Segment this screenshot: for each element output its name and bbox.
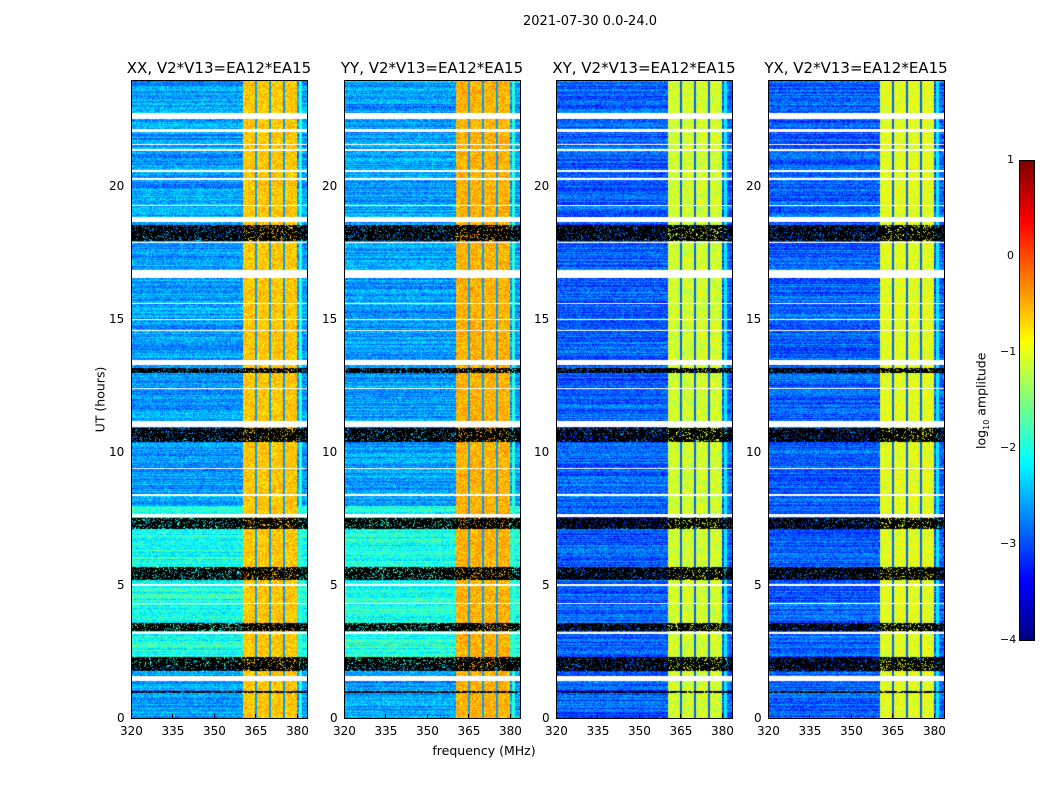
panel-title-xx: XX, V2*V13=EA12*EA15 [126, 59, 312, 77]
y-tick-label: 20 [534, 178, 550, 193]
x-tick-mark [344, 714, 345, 719]
colorbar-tick-label: 0 [1007, 249, 1014, 262]
x-tick-label: 350 [627, 724, 651, 738]
x-tick-label: 365 [669, 724, 693, 738]
x-tick-mark [131, 714, 132, 719]
x-tick-mark [597, 714, 599, 719]
y-tick-label: 5 [542, 577, 550, 592]
y-axis-label: UT (hours) [92, 366, 108, 433]
x-axis-label: frequency (MHz) [432, 743, 536, 758]
x-tick-mark [768, 714, 769, 719]
y-tick-label: 0 [330, 711, 338, 725]
y-tick-label: 0 [117, 711, 125, 725]
x-tick-label: 320 [120, 724, 143, 738]
y-tick-label: 20 [322, 178, 338, 193]
x-tick-label: 380 [498, 724, 522, 738]
heatmap-yy [345, 81, 520, 718]
x-tick-label: 335 [586, 724, 610, 738]
panel-title-yy: YY, V2*V13=EA12*EA15 [340, 59, 524, 77]
colorbar-tick-label: −3 [1000, 537, 1017, 550]
x-tick-mark [468, 714, 470, 719]
x-tick-label: 320 [757, 724, 780, 738]
panel-title-xy: XY, V2*V13=EA12*EA15 [552, 59, 736, 77]
panel-yx [768, 80, 945, 719]
x-tick-label: 320 [333, 724, 356, 738]
x-tick-label: 335 [374, 724, 398, 738]
panel-xx [131, 80, 308, 719]
x-tick-mark [556, 714, 557, 719]
x-tick-label: 365 [457, 724, 481, 738]
x-tick-mark [721, 714, 723, 719]
x-tick-label: 335 [798, 724, 822, 738]
x-tick-label: 335 [161, 724, 185, 738]
y-tick-label: 15 [534, 311, 550, 326]
panel-yy [344, 80, 521, 719]
x-tick-mark [680, 714, 682, 719]
x-tick-label: 380 [922, 724, 946, 738]
x-tick-label: 350 [839, 724, 863, 738]
x-tick-mark [255, 714, 257, 719]
colorbar-tick-label: −2 [1000, 441, 1017, 454]
figure-title: 2021-07-30 0.0-24.0 [523, 14, 657, 29]
heatmap-xx [132, 81, 307, 718]
colorbar-gradient [1020, 161, 1034, 640]
x-tick-mark [213, 714, 215, 719]
x-tick-mark [172, 714, 174, 719]
x-tick-label: 365 [244, 724, 268, 738]
x-tick-label: 380 [285, 724, 309, 738]
heatmap-yx [769, 81, 944, 718]
y-tick-label: 15 [109, 311, 125, 326]
y-tick-label: 15 [746, 311, 762, 326]
x-tick-label: 365 [881, 724, 905, 738]
heatmap-xy [557, 81, 732, 718]
panel-xy [556, 80, 733, 719]
x-tick-mark [809, 714, 811, 719]
x-tick-mark [426, 714, 428, 719]
colorbar-tick-label: −4 [1000, 633, 1017, 646]
y-tick-label: 20 [109, 178, 125, 193]
y-tick-label: 10 [322, 444, 338, 459]
x-tick-mark [296, 714, 298, 719]
y-tick-label: 10 [746, 444, 762, 459]
colorbar [1019, 160, 1035, 641]
panel-title-yx: YX, V2*V13=EA12*EA15 [764, 59, 948, 77]
y-tick-label: 10 [109, 444, 125, 459]
y-tick-label: 5 [754, 577, 762, 592]
y-tick-label: 5 [330, 577, 338, 592]
y-tick-label: 10 [534, 444, 550, 459]
colorbar-label: log10 amplitude [973, 352, 991, 449]
x-tick-mark [638, 714, 640, 719]
x-tick-label: 380 [710, 724, 734, 738]
x-tick-label: 320 [545, 724, 568, 738]
x-tick-mark [892, 714, 894, 719]
x-tick-label: 350 [202, 724, 226, 738]
x-tick-mark [385, 714, 387, 719]
y-tick-label: 5 [117, 577, 125, 592]
x-tick-mark [933, 714, 935, 719]
x-tick-mark [850, 714, 852, 719]
y-tick-label: 20 [746, 178, 762, 193]
x-tick-mark [509, 714, 511, 719]
colorbar-tick-label: −1 [1000, 345, 1017, 358]
y-tick-label: 15 [322, 311, 338, 326]
x-tick-label: 350 [415, 724, 439, 738]
y-tick-label: 0 [542, 711, 550, 725]
y-tick-label: 0 [754, 711, 762, 725]
colorbar-tick-label: 1 [1007, 153, 1014, 166]
